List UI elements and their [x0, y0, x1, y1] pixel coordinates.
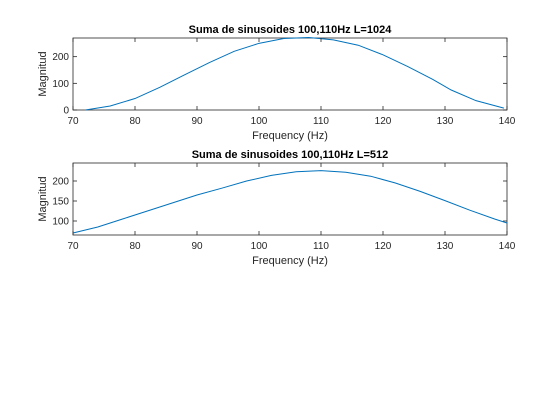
x-tick-label: 130 — [437, 116, 454, 127]
x-tick-label: 120 — [375, 241, 392, 252]
x-tick-label: 140 — [499, 116, 516, 127]
x-tick-label: 130 — [437, 241, 454, 252]
x-tick-label: 70 — [67, 116, 79, 127]
plot-area — [72, 162, 508, 236]
y-axis-label: Magnitud — [37, 51, 49, 96]
x-tick-label: 110 — [313, 116, 329, 127]
y-tick-label: 0 — [63, 106, 69, 117]
top-chart: 70 80 90 100 110 120 130 140 0 100 200 Suma de sinu… — [37, 24, 516, 142]
x-axis-label: Frequency (Hz) — [252, 130, 328, 142]
series-line — [72, 170, 508, 234]
chart-title: Suma de sinusoides 100,110Hz L=1024 — [189, 24, 393, 36]
x-tick-label: 120 — [375, 116, 392, 127]
y-tick-label: 100 — [52, 217, 69, 228]
x-tick-label: 100 — [251, 116, 268, 127]
x-tick-label: 90 — [191, 116, 203, 127]
plot-area — [72, 37, 508, 111]
x-tick-label: 90 — [191, 241, 203, 252]
x-tick-label: 80 — [129, 241, 141, 252]
x-tick-label: 110 — [313, 241, 329, 252]
x-tick-label: 80 — [129, 116, 141, 127]
y-tick-label: 200 — [52, 177, 69, 188]
chart-title: Suma de sinusoides 100,110Hz L=512 — [192, 149, 389, 161]
x-tick-label: 100 — [251, 241, 268, 252]
series-line — [85, 36, 505, 111]
y-axis-label: Magnitud — [37, 176, 49, 221]
y-tick-label: 200 — [52, 52, 69, 63]
x-axis-label: Frequency (Hz) — [252, 255, 328, 267]
x-tick-label: 70 — [67, 241, 79, 252]
y-tick-label: 100 — [52, 79, 69, 90]
y-tick-label: 150 — [52, 197, 69, 208]
x-tick-label: 140 — [499, 241, 516, 252]
bottom-chart: 70 80 90 100 110 120 130 140 100 150 200 Suma de si… — [37, 149, 516, 267]
